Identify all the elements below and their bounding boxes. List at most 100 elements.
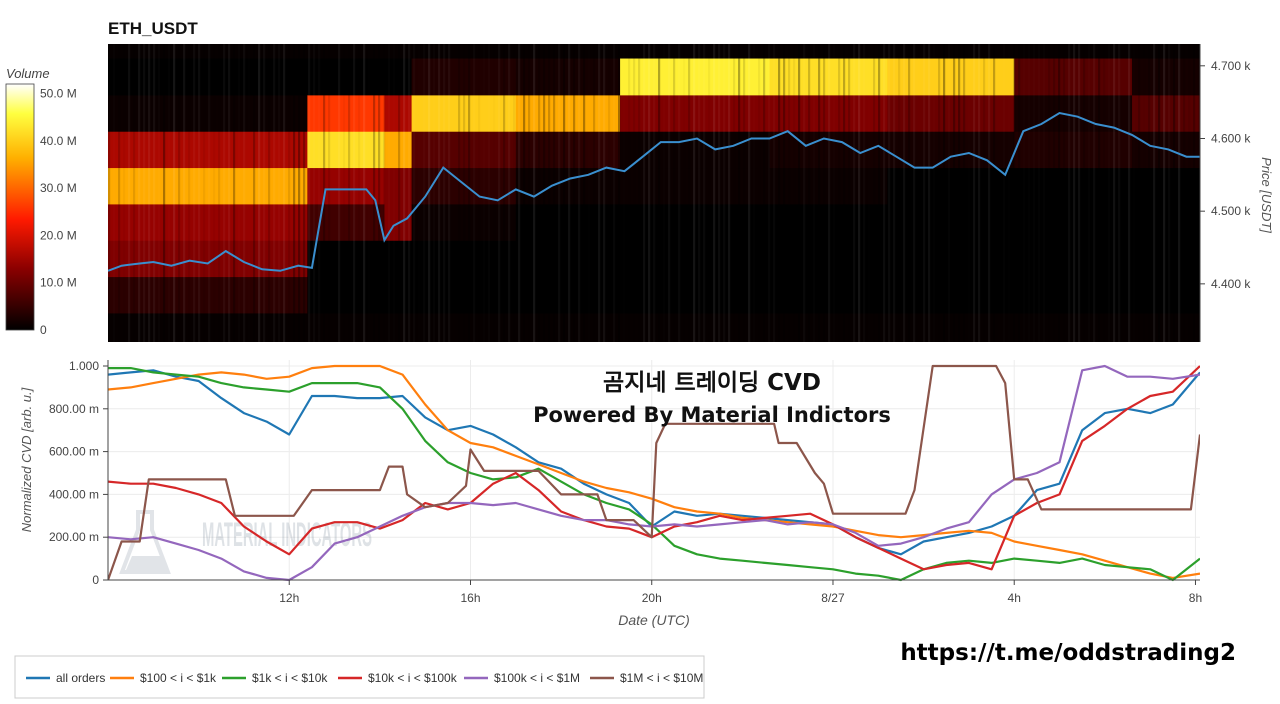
legend-label: $100k < i < $1M xyxy=(494,671,580,685)
heatmap-cell xyxy=(1132,203,1200,241)
heatmap-texture-strip xyxy=(718,44,721,342)
heatmap-texture-strip xyxy=(1003,44,1005,342)
heatmap-texture-strip xyxy=(1028,44,1030,342)
heatmap-texture-strip xyxy=(908,44,911,342)
heatmap-cell xyxy=(887,167,1015,205)
heatmap-texture-strip xyxy=(978,44,981,342)
heatmap-texture-strip xyxy=(1158,44,1161,342)
heatmap-texture-strip xyxy=(568,44,571,342)
heatmap-texture-strip xyxy=(743,44,746,342)
heatmap-texture-strip xyxy=(1138,44,1141,342)
overlay-title: 곰지네 트레이딩 CVD xyxy=(603,370,821,396)
heatmap-texture-strip xyxy=(543,44,546,342)
heatmap-texture-strip xyxy=(558,44,560,342)
heatmap-texture-strip xyxy=(503,44,506,342)
heatmap-texture-strip xyxy=(398,44,401,342)
price-line xyxy=(108,111,1200,272)
price-axis-label: Price [USDT] xyxy=(1259,157,1274,233)
heatmap-texture-strip xyxy=(933,44,935,342)
heatmap-texture-strip xyxy=(1133,44,1135,342)
heatmap-texture-strip xyxy=(513,44,516,342)
heatmap-texture-strip xyxy=(703,44,705,342)
heatmap-texture-strip xyxy=(1128,44,1131,342)
heatmap-texture-strip xyxy=(613,44,615,342)
heatmap-texture-strip xyxy=(183,44,186,342)
legend-label: $100 < i < $1k xyxy=(140,671,217,685)
heatmap-texture-strip xyxy=(698,44,700,342)
heatmap-texture-strip xyxy=(488,44,490,342)
heatmap-texture-strip xyxy=(753,44,755,342)
price-tick-label: 4.500 k xyxy=(1211,204,1251,218)
heatmap-texture-strip xyxy=(448,44,451,342)
colorbar-tick-label: 30.0 M xyxy=(40,181,77,195)
heatmap-texture-strip xyxy=(993,44,996,342)
heatmap-cell xyxy=(887,203,1015,241)
cvd-x-axis-label: Date (UTC) xyxy=(618,612,690,628)
heatmap-cell xyxy=(887,276,1015,314)
cvd-x-tick-label: 16h xyxy=(460,591,480,605)
heatmap-cell xyxy=(887,131,1015,169)
heatmap-cell xyxy=(411,203,517,241)
heatmap-texture-strip xyxy=(648,44,651,342)
heatmap-texture-strip xyxy=(1148,44,1151,342)
heatmap-texture-strip xyxy=(478,44,480,342)
heatmap-cell xyxy=(515,131,621,169)
heatmap-cell xyxy=(108,203,308,241)
heatmap-cells xyxy=(108,58,1200,314)
heatmap-texture-strip xyxy=(668,44,671,342)
heatmap-texture-strip xyxy=(1058,44,1061,342)
heatmap-texture-strip xyxy=(663,44,665,342)
heatmap-texture-strip xyxy=(1198,44,1200,342)
heatmap-texture-strip xyxy=(708,44,711,342)
heatmap-texture-strip xyxy=(628,44,631,342)
heatmap-cell xyxy=(307,94,385,132)
heatmap-texture-strip xyxy=(353,44,356,342)
legend-label: $10k < i < $100k xyxy=(368,671,458,685)
heatmap-texture-strip xyxy=(243,44,246,342)
heatmap-texture-strip xyxy=(238,44,240,342)
heatmap-texture-strip xyxy=(688,44,691,342)
heatmap-cell xyxy=(769,58,888,96)
footer-link[interactable]: https://t.me/oddstrading2 xyxy=(900,640,1236,666)
heatmap-texture-strip xyxy=(1113,44,1116,342)
heatmap-texture-strip xyxy=(803,44,805,342)
heatmap-texture-strip xyxy=(813,44,815,342)
heatmap-texture-strip xyxy=(418,44,420,342)
heatmap-texture-strip xyxy=(973,44,976,342)
heatmap-cell xyxy=(620,203,771,241)
heatmap-texture-strip xyxy=(308,44,311,342)
heatmap-texture-strip xyxy=(713,44,716,342)
price-tick-label: 4.600 k xyxy=(1211,131,1251,145)
heatmap-texture-strip xyxy=(533,44,536,342)
heatmap-texture-strip xyxy=(143,44,146,342)
heatmap-cell xyxy=(307,131,385,169)
heatmap-texture-strip xyxy=(1173,44,1176,342)
heatmap-texture-strip xyxy=(428,44,431,342)
heatmap-texture-strip xyxy=(678,44,680,342)
heatmap-texture-strip xyxy=(1188,44,1191,342)
heatmap-texture-strip xyxy=(328,44,331,342)
overlay-subtitle: Powered By Material Indictors xyxy=(533,403,891,427)
heatmap-texture-strip xyxy=(733,44,736,342)
heatmap-texture-strip xyxy=(138,44,141,342)
heatmap-texture-strip xyxy=(673,44,676,342)
heatmap-texture-strip xyxy=(468,44,471,342)
heatmap-cell xyxy=(384,94,413,132)
heatmap-texture-strip xyxy=(278,44,280,342)
heatmap-texture-strip xyxy=(883,44,886,342)
colorbar-tick-label: 10.0 M xyxy=(40,276,77,290)
heatmap-texture-strip xyxy=(788,44,791,342)
heatmap-texture-strip xyxy=(193,44,196,342)
heatmap-texture-strip xyxy=(588,44,590,342)
cvd-y-tick-label: 1.000 xyxy=(69,359,99,373)
heatmap-texture-strip xyxy=(1178,44,1181,342)
heatmap-texture-strip xyxy=(1068,44,1071,342)
heatmap-texture-strip xyxy=(878,44,881,342)
heatmap-texture-strip xyxy=(318,44,320,342)
cvd-y-tick-label: 800.00 m xyxy=(49,402,99,416)
heatmap-texture-strip xyxy=(948,44,950,342)
heatmap-texture-strip xyxy=(898,44,901,342)
heatmap-texture-strip xyxy=(793,44,796,342)
heatmap-texture-strip xyxy=(168,44,170,342)
